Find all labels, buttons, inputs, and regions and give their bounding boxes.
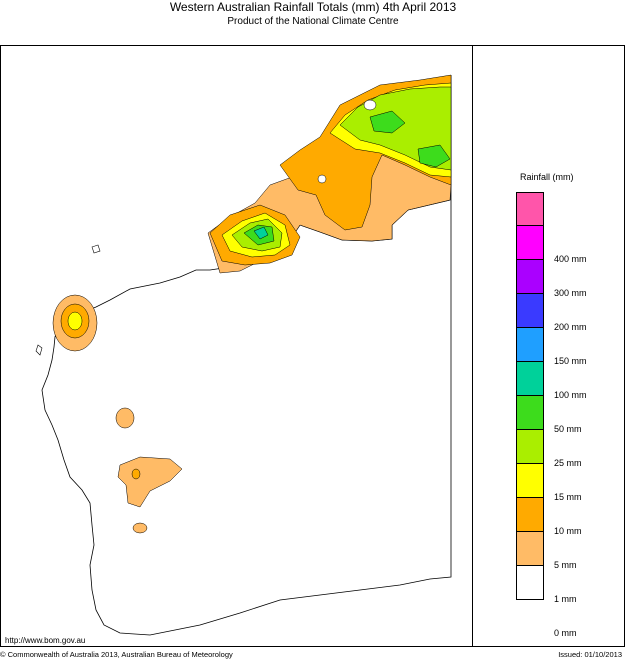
legend-swatch — [516, 294, 544, 328]
source-url[interactable]: http://www.bom.gov.au — [5, 636, 86, 645]
legend-label: 10 mm — [554, 526, 582, 536]
legend-title: Rainfall (mm) — [520, 172, 574, 182]
rain-zone-50-100 — [253, 226, 269, 240]
rain-zone-10-15 — [67, 311, 83, 331]
legend-label: 15 mm — [554, 492, 582, 502]
legend-swatch — [516, 430, 544, 464]
rain-zone-25-50 — [369, 110, 406, 134]
rain-zone-0-1 — [317, 174, 327, 184]
legend-swatch — [516, 396, 544, 430]
legend-label: 200 mm — [554, 322, 587, 332]
map-frame — [0, 45, 625, 647]
legend-label: 100 mm — [554, 390, 587, 400]
legend-swatch — [516, 328, 544, 362]
legend-swatch — [516, 566, 544, 600]
legend-swatch — [516, 226, 544, 260]
legend-swatch — [516, 260, 544, 294]
rain-zone-5-10 — [131, 468, 141, 480]
legend-label: 1 mm — [554, 594, 577, 604]
legend-label: 25 mm — [554, 458, 582, 468]
issued-date: Issued: 01/10/2013 — [558, 650, 622, 659]
legend-label: 5 mm — [554, 560, 577, 570]
rain-zone-1-5 — [132, 522, 148, 534]
legend-label: 300 mm — [554, 288, 587, 298]
legend-label: 150 mm — [554, 356, 587, 366]
island — [91, 244, 101, 254]
panel-divider — [472, 45, 473, 647]
legend-swatch — [516, 498, 544, 532]
map-subtitle: Product of the National Climate Centre — [227, 16, 399, 27]
legend-swatch — [516, 362, 544, 396]
legend-label: 50 mm — [554, 424, 582, 434]
legend-swatch — [516, 192, 544, 226]
rain-zone-0-1 — [363, 99, 377, 111]
legend-label: 400 mm — [554, 254, 587, 264]
legend-label: 0 mm — [554, 628, 577, 638]
legend-swatch — [516, 464, 544, 498]
map-title: Western Australian Rainfall Totals (mm) … — [169, 0, 457, 14]
rain-zone-1-5 — [115, 407, 135, 429]
island — [35, 344, 43, 356]
rainfall-map — [35, 74, 452, 636]
legend-swatch — [516, 532, 544, 566]
copyright-text: © Commonwealth of Australia 2013, Austra… — [0, 650, 233, 659]
rain-zone-25-50 — [417, 144, 451, 168]
